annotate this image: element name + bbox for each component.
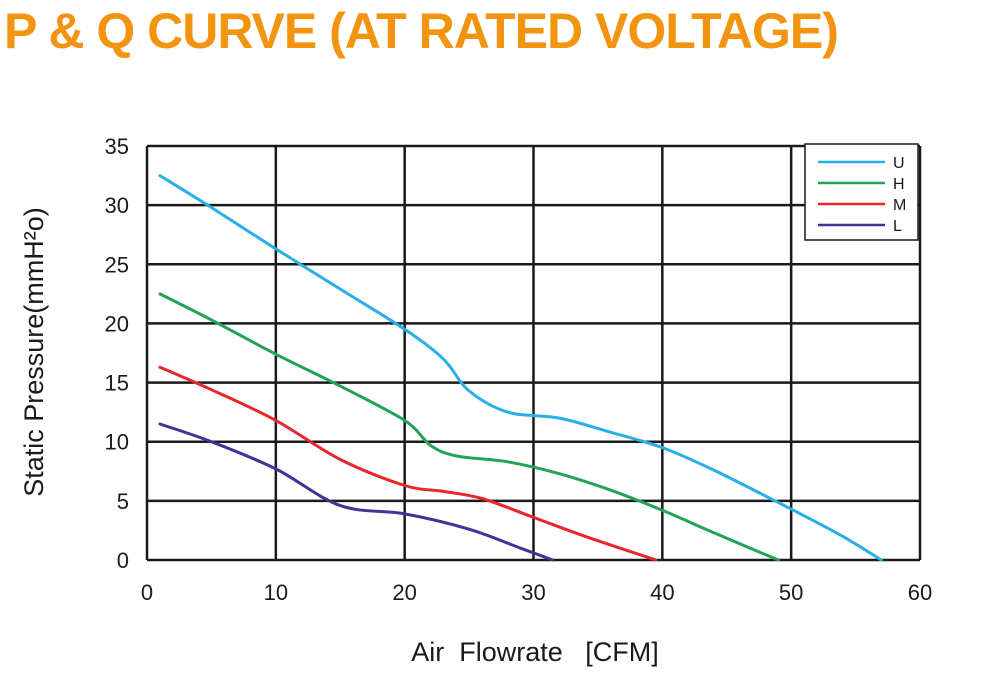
series-line-L	[158, 422, 555, 562]
x-tick-label: 30	[521, 580, 545, 605]
y-tick-label: 10	[105, 430, 129, 455]
x-tick-label: 20	[392, 580, 416, 605]
legend-label-M: M	[893, 197, 906, 214]
grid	[145, 144, 922, 562]
y-tick-label: 15	[105, 371, 129, 396]
y-tick-labels: 0 5 10 15 20 25 30 35	[105, 134, 129, 573]
y-tick-label: 35	[105, 134, 129, 159]
legend-label-H: H	[893, 176, 905, 193]
x-tick-label: 0	[141, 580, 153, 605]
y-tick-label: 5	[117, 489, 129, 514]
x-axis-label: Air Flowrate [CFM]	[411, 637, 659, 667]
x-tick-label: 60	[908, 580, 932, 605]
y-tick-label: 0	[117, 548, 129, 573]
legend-label-L: L	[893, 218, 902, 235]
series-line-M	[158, 365, 658, 562]
series-lines	[158, 174, 883, 562]
x-tick-label: 10	[264, 580, 288, 605]
x-tick-label: 50	[779, 580, 803, 605]
y-axis-label: Static Pressure(mmH²o)	[19, 207, 49, 497]
series-line-U	[158, 174, 883, 562]
y-tick-label: 30	[105, 193, 129, 218]
y-tick-label: 25	[105, 252, 129, 277]
chart-title: P & Q CURVE (AT RATED VOLTAGE)	[4, 3, 839, 59]
x-tick-label: 40	[650, 580, 674, 605]
y-tick-label: 20	[105, 311, 129, 336]
legend-label-U: U	[893, 155, 905, 172]
x-tick-labels: 0 10 20 30 40 50 60	[141, 580, 932, 605]
series-line-H	[158, 292, 780, 562]
